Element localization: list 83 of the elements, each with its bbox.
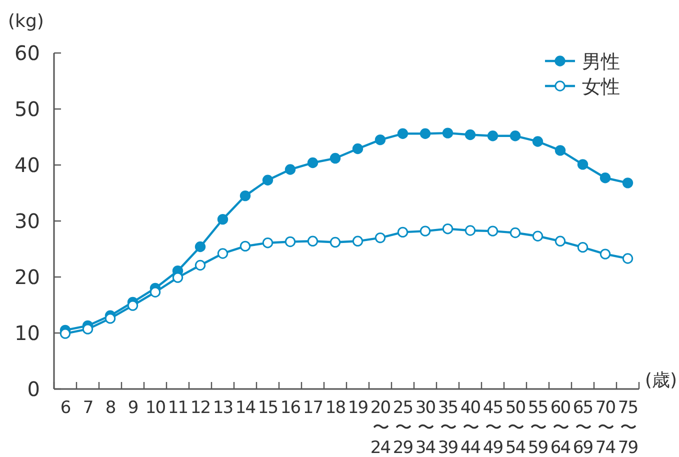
x-tick-label: 18 — [325, 398, 346, 418]
x-tick-label: 14 — [235, 398, 256, 418]
point — [600, 172, 611, 184]
point — [420, 128, 431, 139]
point — [217, 214, 228, 225]
x-tick-label: 8 — [104, 398, 116, 418]
point — [104, 313, 116, 324]
legend-label: 女性 — [582, 76, 620, 98]
y-tick-label: 10 — [14, 321, 40, 345]
point — [240, 190, 251, 202]
x-tick-label: 45〜49 — [482, 398, 503, 457]
x-tick-label: 9 — [128, 398, 138, 418]
point — [397, 226, 408, 238]
point — [352, 236, 364, 247]
point — [307, 157, 318, 168]
point — [352, 143, 364, 154]
x-tick-label: 13 — [212, 398, 233, 418]
x-tick-label: 30〜34 — [415, 398, 436, 457]
point — [577, 159, 588, 170]
point — [172, 272, 184, 283]
x-tick-label: 19 — [348, 398, 368, 418]
point — [284, 164, 296, 175]
y-axis-title: (kg) — [8, 11, 44, 32]
point — [442, 128, 454, 138]
x-tick-label: 75〜79 — [618, 398, 638, 457]
x-tick-label: 25〜29 — [392, 398, 413, 457]
point — [600, 248, 611, 260]
point — [622, 178, 634, 188]
point — [510, 227, 521, 238]
x-tick-label: 55〜59 — [528, 398, 548, 457]
x-tick-label: 11 — [168, 398, 188, 418]
point — [420, 226, 431, 236]
point — [510, 130, 521, 142]
y-tick-label: 50 — [14, 97, 40, 121]
x-tick-label: 17 — [302, 398, 323, 418]
x-tick-label: 16 — [280, 398, 300, 418]
point — [487, 130, 498, 142]
y-tick-label: 60 — [14, 41, 40, 65]
point — [217, 248, 228, 259]
point — [374, 232, 386, 244]
point — [82, 324, 94, 334]
y-tick-label: 0 — [27, 377, 40, 401]
x-tick-label: 15 — [258, 398, 278, 418]
point — [374, 134, 386, 146]
x-tick-label: 10 — [145, 398, 166, 418]
point — [464, 225, 476, 236]
point — [194, 241, 206, 252]
x-axis-title: (歳) — [645, 370, 678, 391]
point — [60, 328, 71, 339]
point — [464, 129, 476, 140]
point — [284, 236, 296, 248]
x-tick-label: 60〜64 — [550, 398, 570, 457]
point — [622, 253, 634, 264]
point — [150, 286, 161, 298]
point — [330, 236, 341, 248]
point — [554, 236, 566, 247]
x-tick-label: 6 — [59, 398, 72, 418]
point — [487, 226, 498, 236]
x-tick-label: 20〜24 — [370, 398, 390, 457]
point — [532, 230, 544, 242]
x-tick-label: 65〜69 — [572, 398, 593, 457]
point — [577, 242, 588, 253]
x-tick-label: 7 — [82, 398, 94, 418]
point — [397, 128, 408, 139]
point — [554, 145, 566, 156]
point — [262, 237, 274, 248]
x-tick-label: 50〜54 — [505, 398, 526, 457]
point — [194, 260, 206, 271]
point — [330, 152, 341, 164]
legend-label: 男性 — [582, 51, 620, 73]
y-tick-label: 40 — [14, 153, 40, 177]
point — [240, 240, 251, 252]
point — [307, 236, 318, 247]
x-tick-label: 35〜39 — [438, 398, 458, 457]
x-tick-label: 40〜44 — [460, 398, 480, 457]
y-tick-label: 30 — [14, 209, 40, 233]
point — [127, 300, 138, 311]
point — [442, 223, 454, 234]
x-tick-label: 12 — [190, 398, 210, 418]
y-tick-label: 20 — [14, 265, 40, 289]
point — [262, 174, 274, 186]
x-tick-label: 70〜74 — [595, 398, 616, 457]
point — [532, 136, 544, 147]
